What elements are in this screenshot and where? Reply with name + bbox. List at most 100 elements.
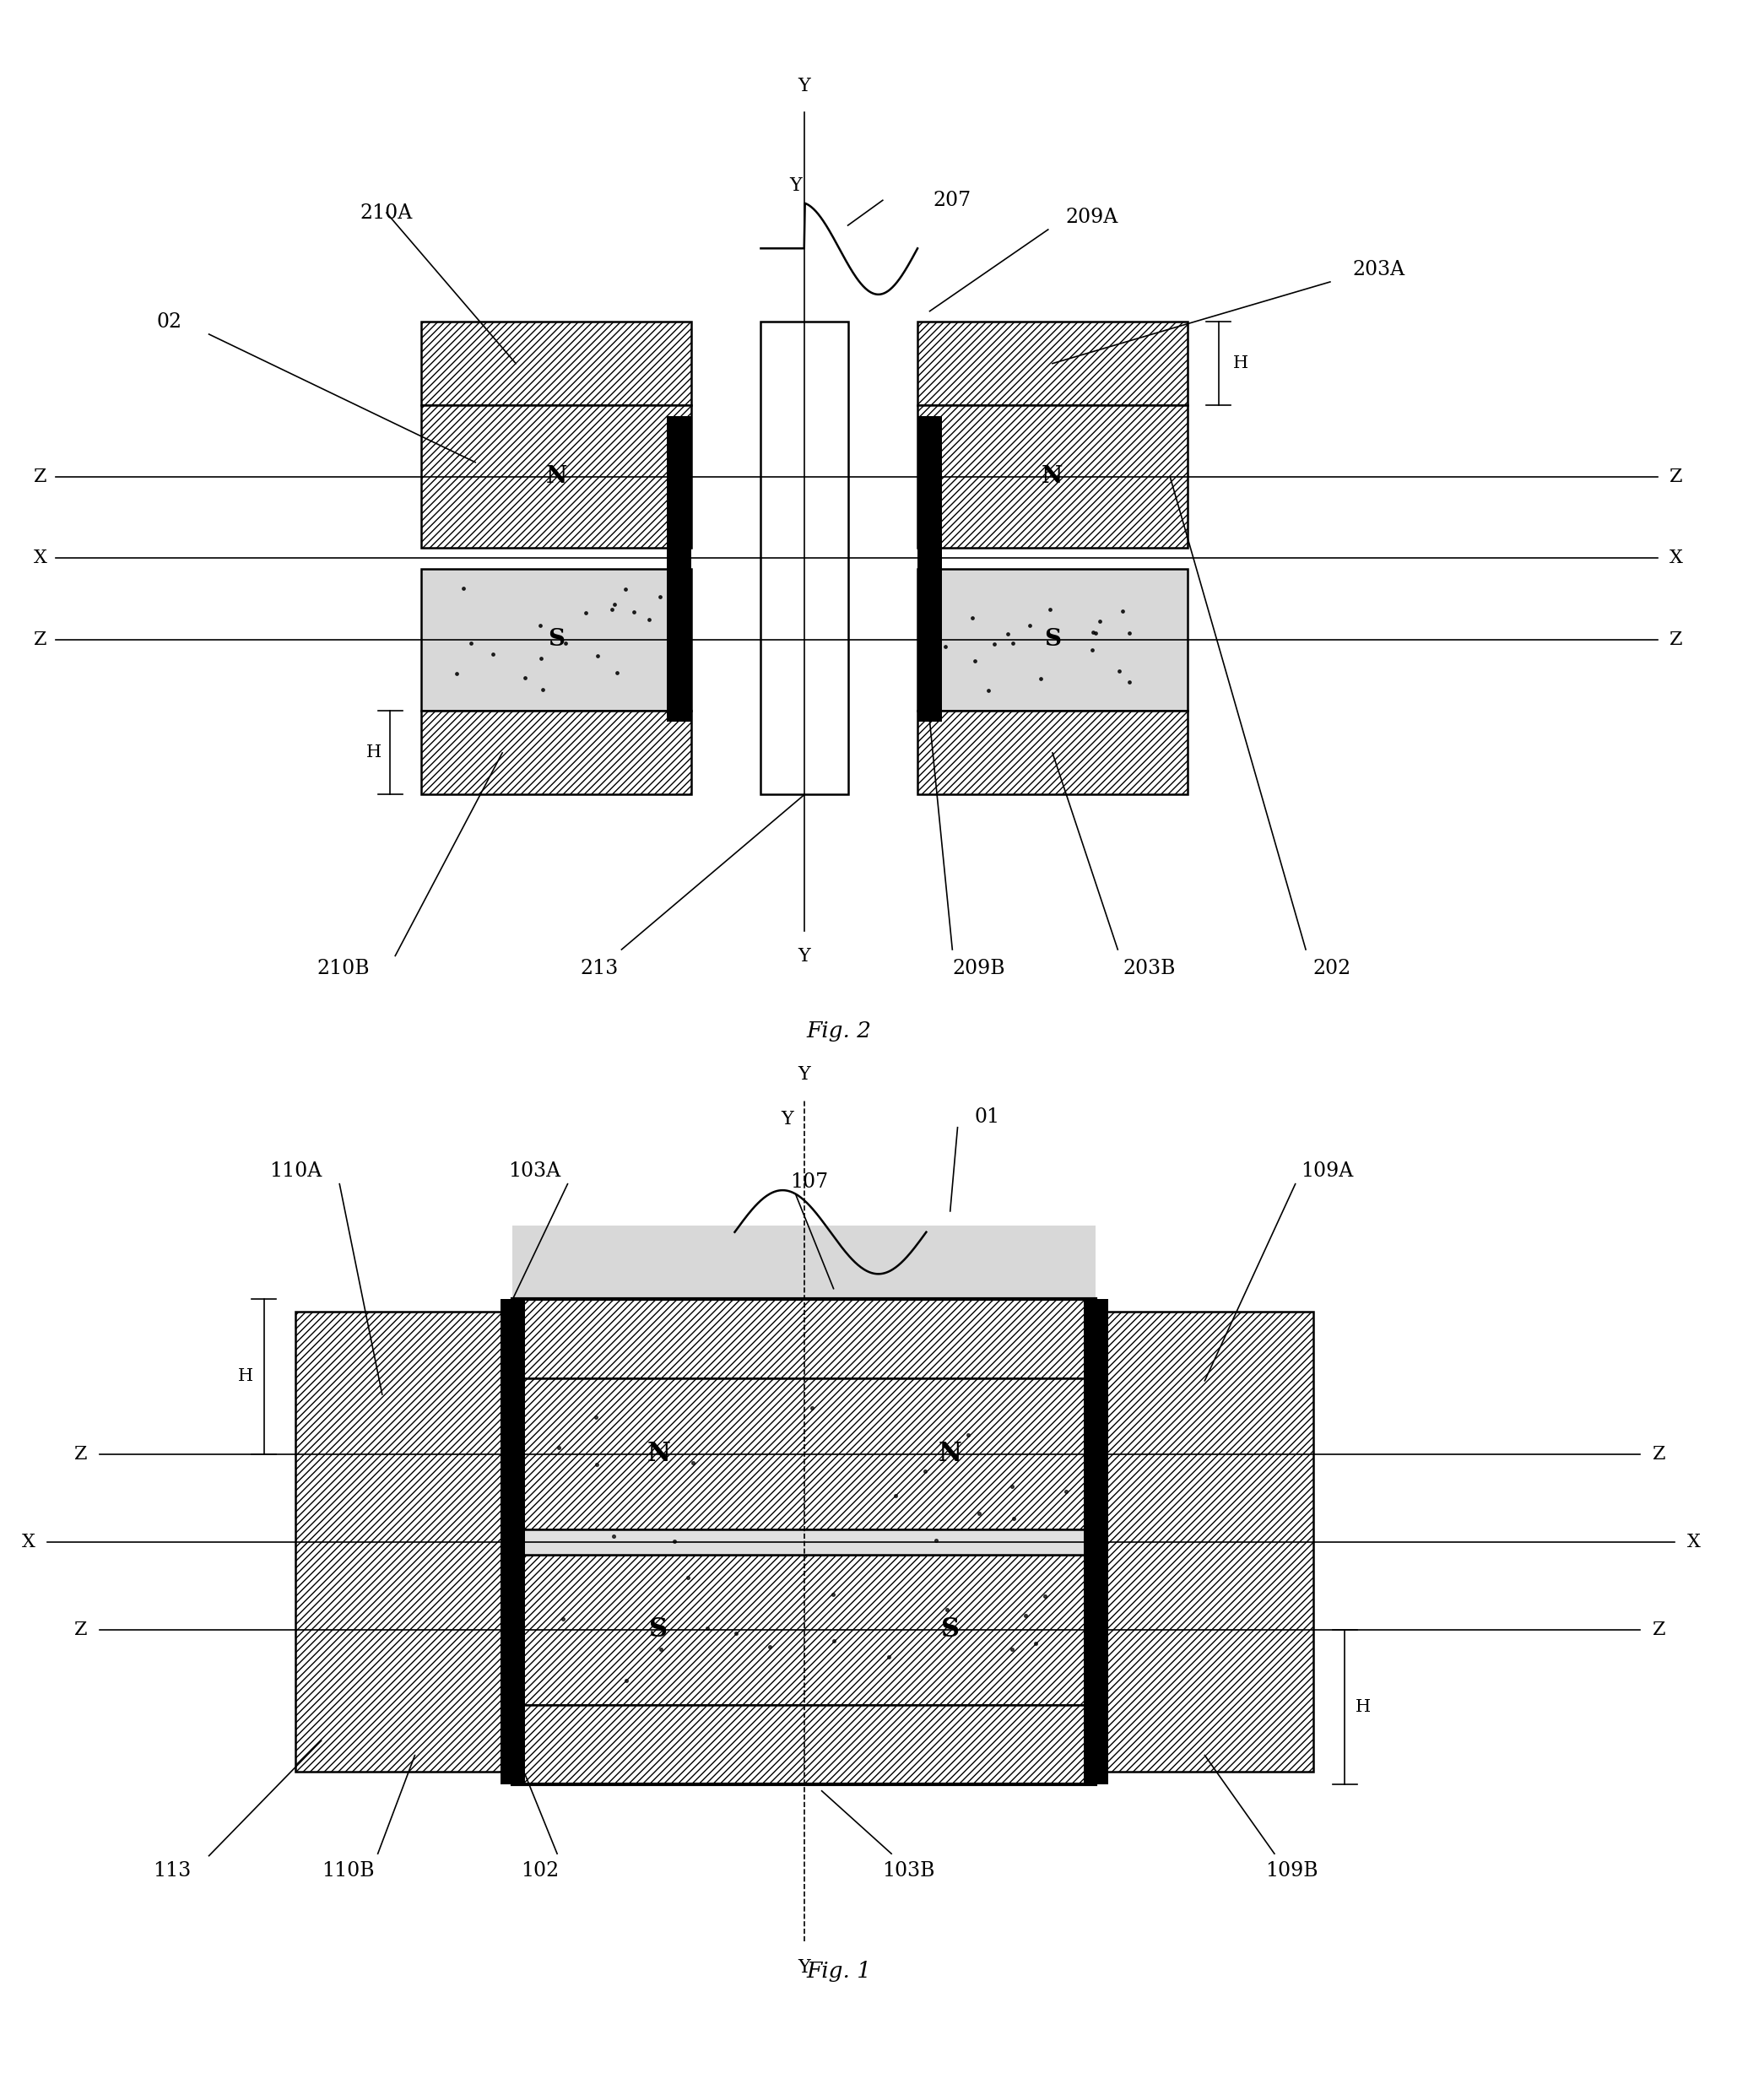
Point (1035, 592, 1063, 626)
Point (612, 571, 640, 605)
Point (932, 630, 960, 664)
Text: Fig. 2: Fig. 2 (806, 1021, 872, 1042)
Point (456, 626, 484, 659)
Point (958, 601, 986, 634)
Point (1023, 1625, 1051, 1659)
Text: Z: Z (73, 1445, 87, 1464)
Point (1079, 615, 1106, 649)
Text: 107: 107 (790, 1172, 829, 1191)
Point (799, 1390, 827, 1424)
Point (722, 1617, 750, 1651)
Text: 113: 113 (154, 1861, 192, 1879)
Text: 203B: 203B (1122, 960, 1175, 979)
Bar (918, 321, 1187, 405)
Point (584, 638, 612, 672)
Text: Z: Z (33, 630, 47, 649)
Point (981, 628, 1009, 661)
Point (1086, 605, 1113, 638)
Text: Z: Z (33, 466, 47, 485)
Point (995, 617, 1023, 651)
Text: 103A: 103A (509, 1161, 561, 1180)
Bar (666, 416, 690, 722)
Text: Y: Y (799, 1959, 811, 1976)
Bar (512, 1300, 1096, 1785)
Text: 109A: 109A (1301, 1161, 1353, 1180)
Bar (512, 1226, 1096, 1554)
Bar (421, 569, 690, 712)
Text: S: S (649, 1617, 668, 1642)
Point (442, 657, 470, 691)
Point (881, 1478, 909, 1512)
Text: H: H (238, 1369, 253, 1384)
Text: 102: 102 (521, 1861, 559, 1879)
Bar (421, 321, 690, 405)
Point (965, 1497, 993, 1531)
Bar (918, 712, 1187, 794)
Text: 210B: 210B (316, 960, 369, 979)
Point (923, 1522, 951, 1556)
Point (619, 594, 647, 628)
Text: 110A: 110A (269, 1161, 322, 1180)
Text: S: S (940, 1617, 960, 1642)
Text: Z: Z (73, 1621, 87, 1638)
Text: 209B: 209B (953, 960, 1005, 979)
Bar (512, 1554, 1096, 1705)
Text: N: N (545, 464, 566, 487)
Text: 110B: 110B (322, 1861, 374, 1879)
Point (526, 609, 554, 643)
Point (1000, 626, 1028, 659)
Text: 209A: 209A (1065, 208, 1119, 227)
Point (661, 1525, 689, 1558)
Bar (1096, 1312, 1313, 1772)
Point (549, 1602, 577, 1636)
Text: Z: Z (1652, 1445, 1666, 1464)
Point (820, 1577, 848, 1611)
Text: Y: Y (781, 1109, 794, 1128)
Text: Y: Y (799, 78, 811, 97)
Point (694, 1611, 722, 1644)
Point (755, 1630, 783, 1663)
Point (528, 672, 556, 706)
Point (479, 636, 507, 670)
Point (528, 643, 556, 676)
Point (603, 655, 631, 689)
Point (600, 1520, 628, 1554)
Text: 203A: 203A (1353, 260, 1405, 279)
Text: N: N (647, 1441, 669, 1468)
Text: 103B: 103B (883, 1861, 935, 1879)
Text: N: N (939, 1441, 961, 1468)
Text: X: X (1669, 548, 1683, 567)
Text: H: H (365, 746, 381, 760)
Point (961, 645, 989, 678)
Point (449, 571, 477, 605)
Bar (512, 1378, 1096, 1529)
Bar (760, 321, 848, 794)
Point (1052, 1474, 1080, 1508)
Point (933, 1592, 961, 1625)
Bar (512, 1300, 1096, 1378)
Bar (918, 416, 942, 722)
Point (572, 596, 600, 630)
Point (911, 1455, 939, 1489)
Text: N: N (1042, 464, 1063, 487)
Point (1031, 1579, 1059, 1613)
Point (1115, 666, 1143, 699)
Point (998, 1470, 1026, 1504)
Bar (421, 405, 690, 548)
Point (612, 1663, 640, 1697)
Point (582, 1401, 610, 1434)
Bar (918, 405, 1187, 548)
Point (635, 603, 662, 636)
Text: 213: 213 (580, 960, 619, 979)
Text: X: X (1687, 1533, 1701, 1552)
Point (680, 1447, 708, 1480)
Point (510, 662, 538, 695)
Point (1108, 594, 1136, 628)
Point (647, 1632, 675, 1665)
Text: 109B: 109B (1266, 1861, 1318, 1879)
Bar (512, 1378, 1096, 1529)
Bar (1084, 1300, 1108, 1785)
Text: S: S (547, 628, 565, 651)
Bar (512, 1529, 1096, 1554)
Text: X: X (21, 1533, 35, 1552)
